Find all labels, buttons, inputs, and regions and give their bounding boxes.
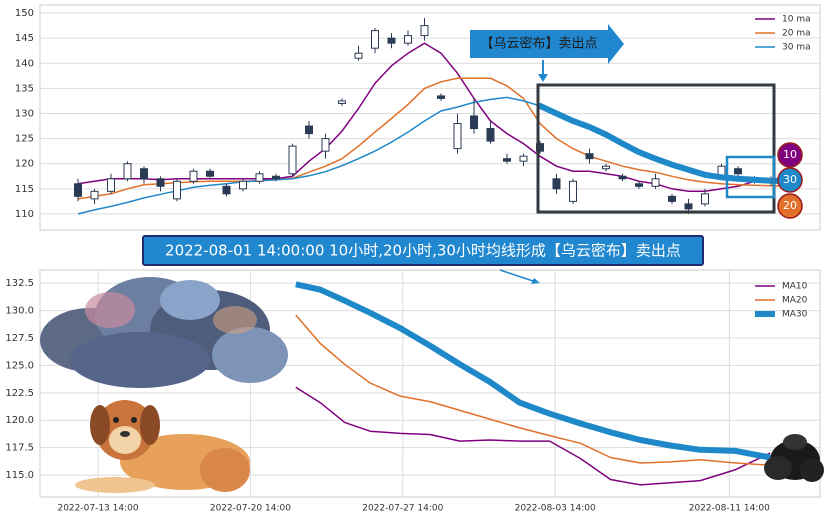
y-tick-label: 120 xyxy=(15,159,34,170)
y-tick-label: 115.0 xyxy=(5,470,34,481)
y-tick-label: 140 xyxy=(15,58,34,69)
banner xyxy=(142,235,704,266)
candle-body xyxy=(255,173,264,182)
legend-label: MA10 xyxy=(782,282,808,292)
x-tick-label: 2022-08-11 14:00 xyxy=(689,504,770,514)
pointer-head xyxy=(538,74,548,82)
candle-body xyxy=(569,180,577,202)
legend-label: 30 ma xyxy=(782,43,811,53)
badge xyxy=(777,193,803,219)
candle-body xyxy=(519,155,528,162)
candle-body xyxy=(503,158,511,162)
y-tick-label: 145 xyxy=(15,33,34,44)
candle-body xyxy=(618,175,627,180)
legend-label: 10 ma xyxy=(782,15,811,25)
candle-body xyxy=(635,183,643,187)
highlight-box xyxy=(536,83,776,214)
badge xyxy=(777,167,803,193)
legend-label: MA30 xyxy=(782,310,808,320)
candle-body xyxy=(387,37,396,44)
candle-body xyxy=(552,178,561,190)
x-tick-label: 2022-07-13 14:00 xyxy=(57,504,138,514)
candle-body xyxy=(305,125,313,135)
candle-body xyxy=(123,163,132,180)
candle-body xyxy=(420,25,429,37)
x-tick-label: 2022-08-03 14:00 xyxy=(515,504,596,514)
ma-highlight xyxy=(537,102,791,185)
cloud-illustration xyxy=(40,277,288,388)
ma-line xyxy=(295,386,771,486)
banner-pointer xyxy=(499,269,537,283)
annotation-text: 【乌云密布】卖出点 xyxy=(480,36,597,52)
candle-body xyxy=(338,100,346,104)
y-tick-label: 120.0 xyxy=(5,415,34,426)
candle-body xyxy=(651,178,660,187)
candle-body xyxy=(272,175,280,180)
candle-body xyxy=(404,35,412,44)
y-tick-label: 122.5 xyxy=(5,388,34,399)
y-tick-label: 132.5 xyxy=(5,278,34,289)
annotation-arrow xyxy=(470,24,624,64)
candle-body xyxy=(486,128,495,142)
y-tick-label: 115 xyxy=(15,184,34,195)
candle-body xyxy=(321,138,330,152)
candle-body xyxy=(453,123,462,150)
banner-pointer-head xyxy=(531,278,540,284)
candle-body xyxy=(602,165,610,170)
dog-illustration xyxy=(75,400,250,493)
candle-body xyxy=(156,178,165,187)
y-tick-label: 130.0 xyxy=(5,306,34,317)
candle-body xyxy=(437,95,445,99)
candle-body xyxy=(288,145,297,175)
candle-body xyxy=(701,193,709,205)
candle-body xyxy=(354,52,363,59)
y-tick-label: 130 xyxy=(15,108,34,119)
ma-line xyxy=(295,314,771,466)
candle-body xyxy=(470,115,478,130)
candle-body xyxy=(189,170,198,182)
y-tick-label: 125 xyxy=(15,134,34,145)
y-tick-label: 127.5 xyxy=(5,333,34,344)
candle-body xyxy=(371,30,379,49)
badge xyxy=(777,142,803,168)
x-tick-label: 2022-07-27 14:00 xyxy=(362,504,443,514)
y-tick-label: 117.5 xyxy=(5,443,34,454)
candle-body xyxy=(140,168,148,180)
candle-body xyxy=(206,170,214,177)
candle-body xyxy=(107,178,115,192)
x-tick-label: 2022-07-20 14:00 xyxy=(210,504,291,514)
y-tick-label: 110 xyxy=(15,209,34,220)
badge-label: 30 xyxy=(783,173,797,186)
y-tick-label: 150 xyxy=(15,8,34,19)
candle-body xyxy=(239,180,247,190)
candle-body xyxy=(90,190,99,200)
candle-body xyxy=(74,183,82,197)
badge-label: 20 xyxy=(783,199,797,212)
y-tick-label: 125.0 xyxy=(5,360,34,371)
candle-body xyxy=(684,203,693,210)
badge-label: 10 xyxy=(783,148,797,161)
dark-cloud-illustration xyxy=(764,434,824,482)
candle-body xyxy=(668,195,676,202)
candle-body xyxy=(585,153,594,160)
candle-body xyxy=(734,168,742,175)
legend-label: 20 ma xyxy=(782,29,811,39)
candle-body xyxy=(173,180,181,200)
chart-layer: 110 115 120 125 130 135 140 145 150 10 ma 20 ma 30 … xyxy=(5,8,820,514)
ma-line xyxy=(295,281,771,461)
banner-text: 2022-08-01 14:00:00 10小时,20小时,30小时均线形成【乌… xyxy=(165,242,681,260)
candle-body xyxy=(222,185,231,195)
legend-label: MA20 xyxy=(782,296,808,306)
y-tick-label: 135 xyxy=(15,83,34,94)
highlight-box-small xyxy=(725,155,776,199)
